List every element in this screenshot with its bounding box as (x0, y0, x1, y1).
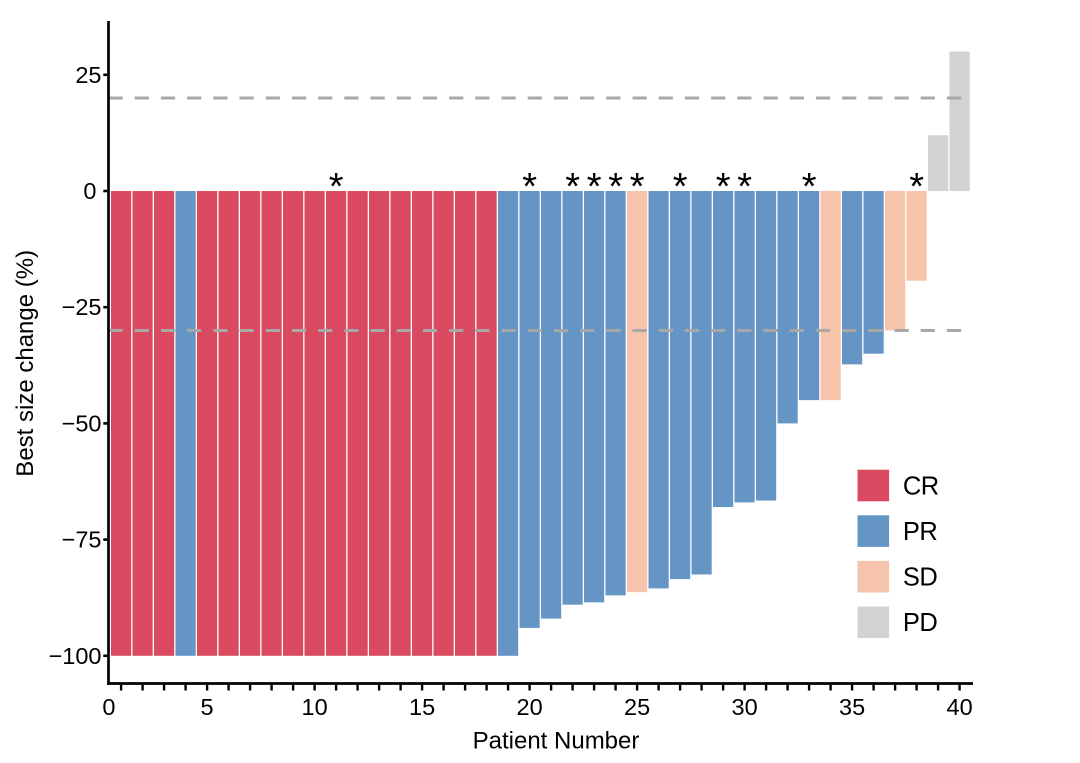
svg-text:Best size change (%): Best size change (%) (12, 250, 39, 477)
svg-text:10: 10 (302, 694, 328, 720)
svg-text:0: 0 (102, 694, 115, 720)
svg-text:*: * (522, 166, 537, 208)
svg-text:*: * (587, 166, 602, 208)
svg-text:30: 30 (732, 694, 758, 720)
svg-text:CR: CR (903, 472, 939, 500)
svg-text:−75: −75 (62, 527, 102, 553)
svg-text:*: * (329, 166, 344, 208)
svg-text:−25: −25 (62, 294, 102, 320)
svg-text:5: 5 (201, 694, 214, 720)
svg-text:35: 35 (839, 694, 865, 720)
svg-text:*: * (909, 166, 924, 208)
svg-text:*: * (608, 166, 623, 208)
svg-text:*: * (565, 166, 580, 208)
svg-text:SD: SD (903, 564, 938, 592)
svg-text:20: 20 (517, 694, 543, 720)
svg-text:Patient Number: Patient Number (473, 727, 640, 754)
svg-text:−50: −50 (62, 410, 102, 436)
svg-text:*: * (673, 166, 688, 208)
svg-text:25: 25 (624, 694, 650, 720)
svg-text:−100: −100 (49, 643, 102, 669)
svg-text:*: * (737, 166, 752, 208)
svg-text:15: 15 (409, 694, 435, 720)
svg-text:*: * (802, 166, 817, 208)
svg-text:*: * (716, 166, 731, 208)
svg-text:PR: PR (903, 518, 938, 546)
svg-text:0: 0 (83, 178, 96, 204)
svg-text:*: * (630, 166, 645, 208)
svg-text:PD: PD (903, 609, 938, 637)
svg-text:25: 25 (75, 62, 101, 88)
svg-text:40: 40 (947, 694, 973, 720)
